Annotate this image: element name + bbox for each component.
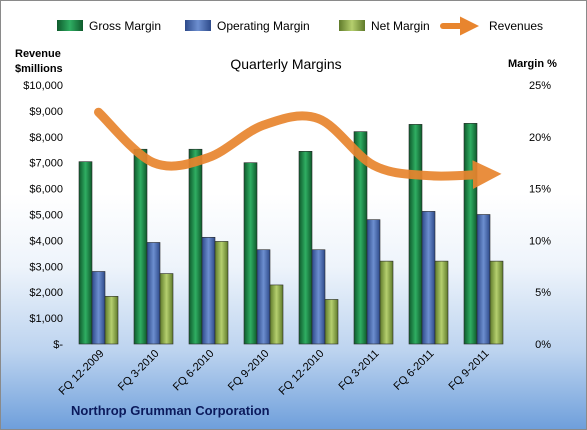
- left-tick-label: $1,000: [29, 313, 63, 325]
- right-tick-label: 20%: [529, 132, 551, 144]
- right-tick-label: 5%: [535, 287, 551, 299]
- left-axis-title-line1: Revenue: [15, 48, 61, 60]
- operating-margin-bar: [146, 242, 161, 345]
- right-axis-ticks: 0% 5% 10% 15% 20% 25%: [529, 80, 551, 351]
- left-tick-label: $2,000: [29, 287, 63, 299]
- revenue-line: [94, 107, 502, 190]
- operating-margin-bar: [91, 271, 106, 345]
- legend-swatch-operating: [185, 20, 211, 31]
- legend-swatch-net: [339, 20, 365, 31]
- left-tick-label: $-: [53, 339, 63, 351]
- x-tick-label: FQ 12-2010: [277, 348, 327, 398]
- net-margin-bar: [434, 260, 449, 345]
- gross-margin-bar: [188, 148, 203, 345]
- x-axis-ticks: FQ 12-2009 FQ 3-2010 FQ 6-2010 FQ 9-2010 FQ …: [57, 348, 492, 398]
- x-tick-label: FQ 6-2010: [171, 348, 217, 394]
- chart-title: Quarterly Margins: [230, 56, 341, 72]
- right-tick-label: 0%: [535, 339, 551, 351]
- left-tick-label: $3,000: [29, 261, 63, 273]
- legend-label-net: Net Margin: [371, 19, 430, 33]
- gross-margin-bar: [243, 162, 258, 345]
- operating-margin-bar: [366, 219, 381, 345]
- legend: Gross Margin Operating Margin Net Margin…: [57, 16, 543, 36]
- x-tick-label: FQ 3-2010: [116, 348, 162, 394]
- left-tick-label: $5,000: [29, 210, 63, 222]
- gross-margin-bar: [78, 161, 93, 345]
- operating-margin-bar: [476, 214, 491, 345]
- right-tick-label: 10%: [529, 235, 551, 247]
- legend-label-revenues: Revenues: [489, 19, 543, 33]
- x-tick-label: FQ 3-2011: [337, 348, 382, 393]
- left-tick-label: $10,000: [23, 80, 63, 92]
- legend-label-gross: Gross Margin: [89, 19, 161, 33]
- net-margin-bar: [159, 273, 174, 345]
- right-tick-label: 15%: [529, 184, 551, 196]
- x-tick-label: FQ 9-2011: [447, 348, 492, 393]
- net-margin-bar: [379, 260, 394, 345]
- operating-margin-bar: [256, 249, 271, 345]
- left-tick-label: $9,000: [29, 106, 63, 118]
- revenue-line-layer: [94, 107, 502, 190]
- net-margin-bar: [489, 260, 504, 345]
- company-name: Northrop Grumman Corporation: [71, 403, 270, 418]
- left-axis-ticks: $- $1,000 $2,000 $3,000 $4,000 $5,000 $6,000 $7…: [23, 80, 63, 351]
- left-tick-label: $4,000: [29, 235, 63, 247]
- net-margin-bar: [104, 296, 119, 345]
- left-tick-label: $6,000: [29, 184, 63, 196]
- net-margin-bar: [269, 284, 284, 345]
- legend-label-operating: Operating Margin: [217, 19, 310, 33]
- x-tick-label: FQ 9-2010: [226, 348, 272, 394]
- legend-swatch-gross: [57, 20, 83, 31]
- operating-margin-bar: [201, 236, 216, 345]
- net-margin-bar: [324, 299, 339, 345]
- right-tick-label: 25%: [529, 80, 551, 92]
- gross-margin-bar: [298, 151, 313, 345]
- operating-margin-bar: [421, 211, 436, 345]
- left-tick-label: $7,000: [29, 158, 63, 170]
- right-axis-title: Margin %: [508, 58, 557, 70]
- operating-margin-bar: [311, 249, 326, 345]
- gross-margin-bar: [408, 124, 423, 345]
- gross-margin-bar: [133, 148, 148, 345]
- bars-layer: [78, 123, 504, 345]
- left-axis-title-line2: $millions: [15, 63, 63, 75]
- gross-margin-bar: [463, 123, 478, 345]
- left-tick-label: $8,000: [29, 132, 63, 144]
- x-tick-label: FQ 12-2009: [57, 348, 107, 398]
- x-tick-label: FQ 6-2011: [392, 348, 437, 393]
- net-margin-bar: [214, 241, 229, 345]
